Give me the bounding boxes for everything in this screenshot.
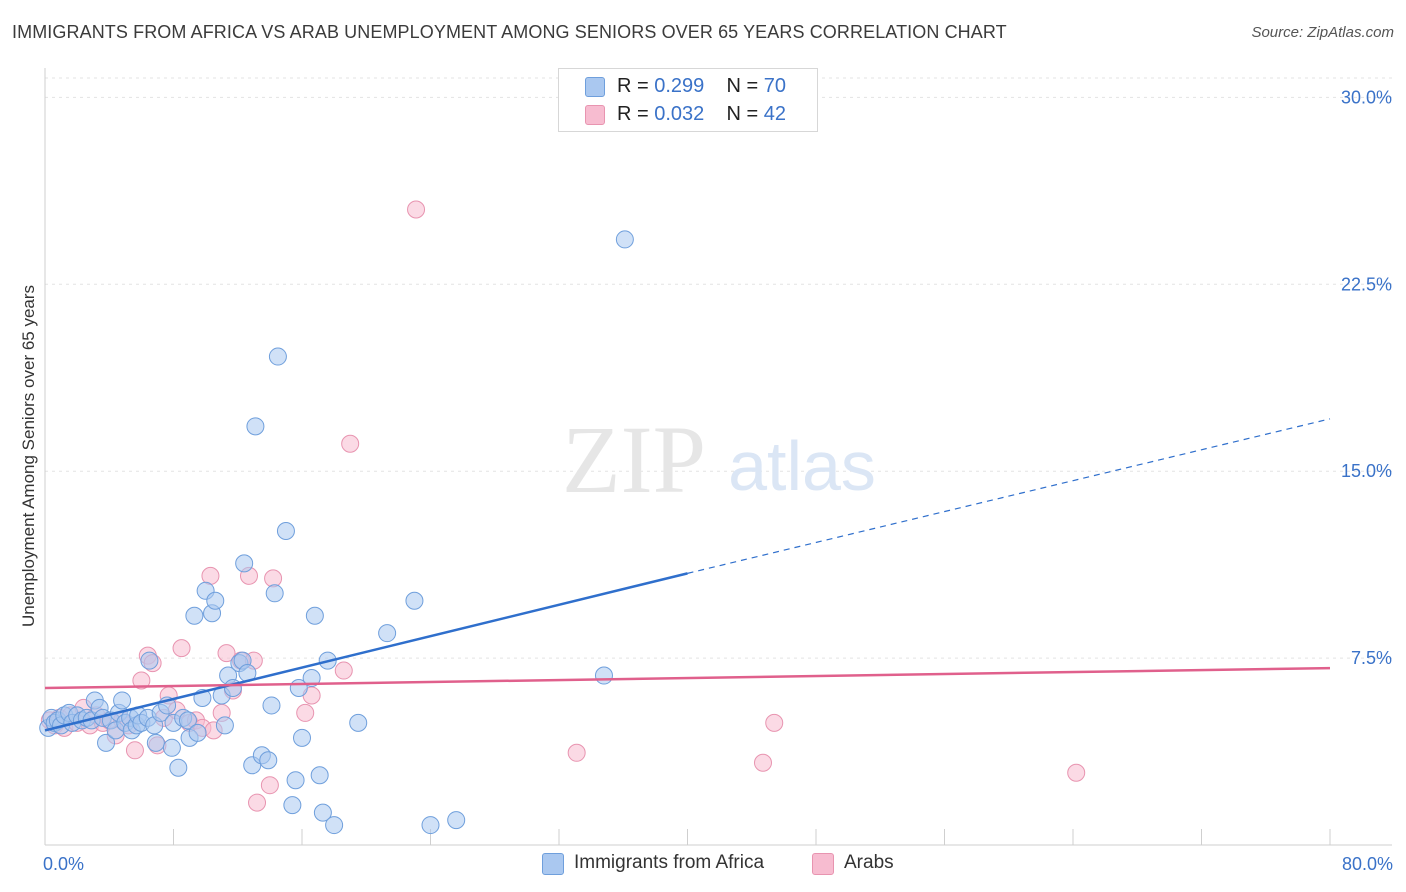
y-axis-label: Unemployment Among Seniors over 65 years	[19, 285, 38, 627]
data-point-arabs	[132, 671, 151, 690]
legend-n-label: N =	[726, 103, 764, 125]
data-point-africa	[265, 584, 284, 603]
tick-labels: 7.5% 15.0% 22.5% 30.0% 0.0% 80.0%	[43, 87, 1393, 874]
data-point-africa	[310, 766, 329, 785]
legend-n-value: 70	[763, 75, 787, 97]
data-point-africa	[283, 796, 302, 815]
data-point-arabs	[407, 200, 426, 219]
data-point-africa	[162, 738, 181, 757]
data-point-arabs	[125, 741, 144, 760]
data-point-africa	[615, 230, 634, 249]
data-point-arabs	[765, 713, 784, 732]
y-tick-label: 30.0%	[1341, 87, 1392, 107]
y-tick-label: 15.0%	[1341, 461, 1392, 481]
data-point-arabs	[296, 703, 315, 722]
data-point-africa	[206, 591, 225, 610]
data-point-africa	[305, 606, 324, 625]
y-tick-label: 22.5%	[1341, 274, 1392, 294]
data-point-arabs	[217, 644, 236, 663]
data-point-africa	[185, 606, 204, 625]
data-point-africa	[286, 771, 305, 790]
bottom-legend-swatch-arabs	[812, 853, 834, 875]
data-point-arabs	[334, 661, 353, 680]
data-point-arabs	[1067, 763, 1086, 782]
data-point-africa	[235, 554, 254, 573]
data-point-africa	[259, 751, 278, 770]
data-point-africa	[262, 696, 281, 715]
data-point-arabs	[172, 639, 191, 658]
legend-r-label: R =	[617, 103, 655, 125]
axes	[44, 68, 1392, 846]
correlation-legend: R = 0.299 N = 70 R = 0.032 N = 42	[558, 68, 818, 132]
data-point-africa	[215, 716, 234, 735]
data-point-africa	[421, 816, 440, 835]
data-point-africa	[378, 624, 397, 643]
bottom-legend-label-arabs: Arabs	[844, 852, 894, 873]
watermark-zip: ZIP	[562, 406, 706, 513]
data-point-africa	[113, 691, 132, 710]
data-point-africa	[276, 522, 295, 540]
data-point-arabs	[341, 434, 360, 453]
y-tick-label: 7.5%	[1351, 648, 1392, 668]
bottom-legend-swatch-africa	[542, 853, 564, 875]
data-point-africa	[302, 669, 321, 688]
data-point-africa	[293, 728, 311, 747]
chart-source: Source: ZipAtlas.com	[1251, 24, 1394, 41]
data-point-africa	[169, 758, 188, 777]
data-point-arabs	[201, 566, 220, 585]
legend-n-value: 42	[763, 103, 787, 125]
legend-r-label: R =	[617, 75, 655, 97]
data-points	[39, 200, 1086, 835]
data-point-arabs	[248, 793, 267, 812]
data-point-africa	[97, 733, 116, 752]
data-point-africa	[268, 347, 287, 366]
trend-line-africa	[44, 572, 688, 732]
data-point-africa	[349, 713, 368, 732]
data-point-africa	[146, 733, 165, 752]
legend-n-label: N =	[726, 75, 764, 97]
legend-r-value: 0.032	[654, 103, 705, 125]
x-tick-label-min: 0.0%	[43, 854, 84, 874]
data-point-arabs	[260, 776, 279, 795]
trend-lines	[44, 418, 1331, 732]
data-point-africa	[178, 711, 197, 730]
data-point-africa	[325, 816, 344, 835]
data-point-arabs	[567, 743, 586, 762]
trend-line-africa-projection	[687, 418, 1331, 574]
data-point-arabs	[264, 569, 283, 588]
data-point-africa	[313, 803, 332, 822]
data-point-africa	[594, 666, 613, 685]
x-tick-label-max: 80.0%	[1342, 854, 1393, 874]
trend-line-arabs	[44, 666, 1331, 690]
data-point-africa	[140, 651, 159, 670]
legend-swatch-africa	[585, 77, 605, 97]
legend-swatch-arabs	[585, 105, 605, 125]
data-point-africa	[246, 417, 265, 436]
legend-r-value: 0.299	[654, 75, 705, 97]
data-point-africa	[405, 591, 424, 610]
chart-title: IMMIGRANTS FROM AFRICA VS ARAB UNEMPLOYM…	[12, 22, 1007, 42]
data-point-africa	[188, 723, 207, 742]
data-point-africa	[447, 811, 466, 830]
watermark-atlas: atlas	[728, 427, 876, 505]
data-point-arabs	[753, 753, 772, 772]
bottom-legend-label-africa: Immigrants from Africa	[574, 852, 765, 873]
